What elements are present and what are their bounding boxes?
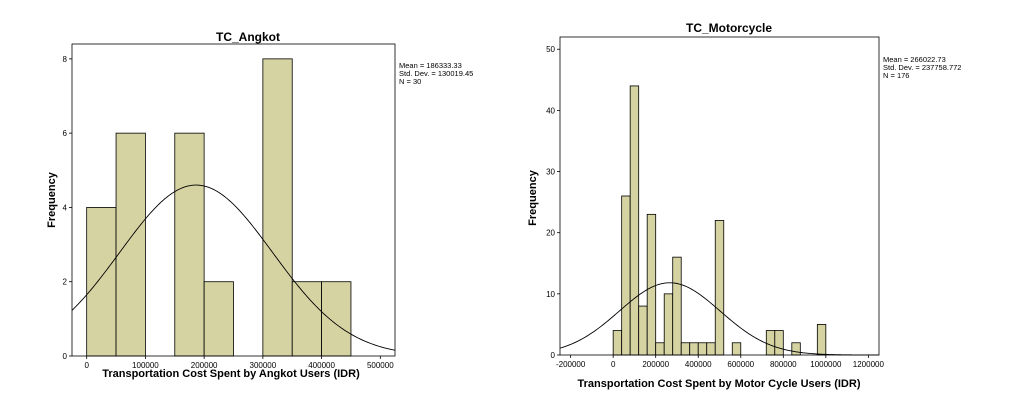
- x-tick-label: 300000: [250, 361, 277, 370]
- histogram-bar: [646, 213, 657, 356]
- histogram-bar: [655, 342, 665, 356]
- chart-title: TC_Angkot: [216, 30, 280, 44]
- histogram-bar: [714, 220, 725, 356]
- x-tick-label: -200000: [556, 360, 586, 369]
- y-tick-label: 0: [551, 351, 556, 360]
- y-tick-label: 50: [546, 45, 555, 54]
- histogram-bar: [262, 58, 293, 357]
- y-axis-label: Frequency: [46, 171, 58, 228]
- y-tick-label: 0: [63, 352, 68, 361]
- y-tick-label: 4: [63, 203, 68, 212]
- histogram-bar: [816, 324, 827, 356]
- stats-std-dev: Std. Dev. = 130019.45: [399, 69, 473, 78]
- histogram-bar: [612, 330, 623, 356]
- y-tick-label: 30: [546, 168, 555, 177]
- histogram-bar: [638, 305, 648, 356]
- histogram-bar: [321, 281, 352, 357]
- chart-title: TC_Motorcycle: [686, 21, 772, 35]
- histogram-bar: [706, 342, 716, 356]
- x-tick-label: 1200000: [853, 360, 885, 369]
- histogram-bar: [174, 132, 205, 357]
- histogram-bar: [115, 132, 146, 357]
- plot-frame: [559, 36, 880, 356]
- histogram-bar: [621, 195, 631, 356]
- x-tick-label: 100000: [132, 361, 159, 370]
- chart-tc-motorcycle: TC_Motorcycle -200000 0 200000 400000 600000…: [527, 21, 961, 390]
- y-tick-label: 20: [546, 229, 555, 238]
- histogram-bar: [86, 207, 117, 357]
- plot-frame: [71, 43, 396, 357]
- histogram-bar: [680, 342, 691, 356]
- x-tick-label: 800000: [770, 360, 797, 369]
- x-tick-label: 0: [611, 360, 616, 369]
- normal-curve: [71, 184, 396, 351]
- x-tick-label: 200000: [642, 360, 669, 369]
- plot-area: -200000 0 200000 400000 600000 800000 1000000 1…: [546, 36, 885, 369]
- x-axis-label: Transportation Cost Spent by Angkot User…: [102, 368, 360, 380]
- x-tick-label: 400000: [685, 360, 712, 369]
- y-tick-label: 6: [63, 129, 68, 138]
- x-tick-label: 500000: [367, 361, 394, 370]
- histogram-bar: [672, 256, 682, 356]
- histogram-bar: [697, 342, 708, 356]
- x-tick-label: 600000: [727, 360, 754, 369]
- x-axis-label: Transportation Cost Spent by Motor Cycle…: [578, 378, 861, 390]
- y-tick-label: 8: [63, 55, 68, 64]
- y-axis-label: Frequency: [527, 169, 539, 226]
- histogram-bar: [689, 342, 699, 356]
- histogram-bar: [203, 281, 234, 357]
- stats-std-dev: Std. Dev. = 237758.772: [883, 63, 961, 72]
- x-tick-label: 200000: [191, 361, 218, 370]
- histogram-bar: [774, 330, 784, 356]
- y-tick-label: 10: [546, 290, 555, 299]
- histogram-bar: [791, 342, 801, 356]
- histogram-bar: [291, 281, 322, 357]
- normal-curve: [559, 282, 880, 356]
- x-tick-label: 1000000: [810, 360, 842, 369]
- stats-mean: Mean = 266022.73: [883, 55, 946, 64]
- histogram-bar: [629, 85, 640, 356]
- y-tick-label: 40: [546, 106, 555, 115]
- histogram-bar: [731, 342, 742, 356]
- stats-n: N = 30: [399, 77, 421, 86]
- stats-n: N = 176: [883, 71, 909, 80]
- histogram-bar: [663, 293, 674, 356]
- histogram-bar: [765, 330, 776, 356]
- plot-area: 0 100000 200000 300000 400000 500000 0 2 4 6 8: [63, 43, 396, 370]
- stats-mean: Mean = 186333.33: [399, 61, 462, 70]
- x-tick-label: 0: [84, 361, 89, 370]
- y-tick-label: 2: [63, 278, 68, 287]
- x-tick-label: 400000: [308, 361, 335, 370]
- chart-tc-angkot: TC_Angkot 0 100000 200000 300000 400000 50000…: [46, 30, 473, 380]
